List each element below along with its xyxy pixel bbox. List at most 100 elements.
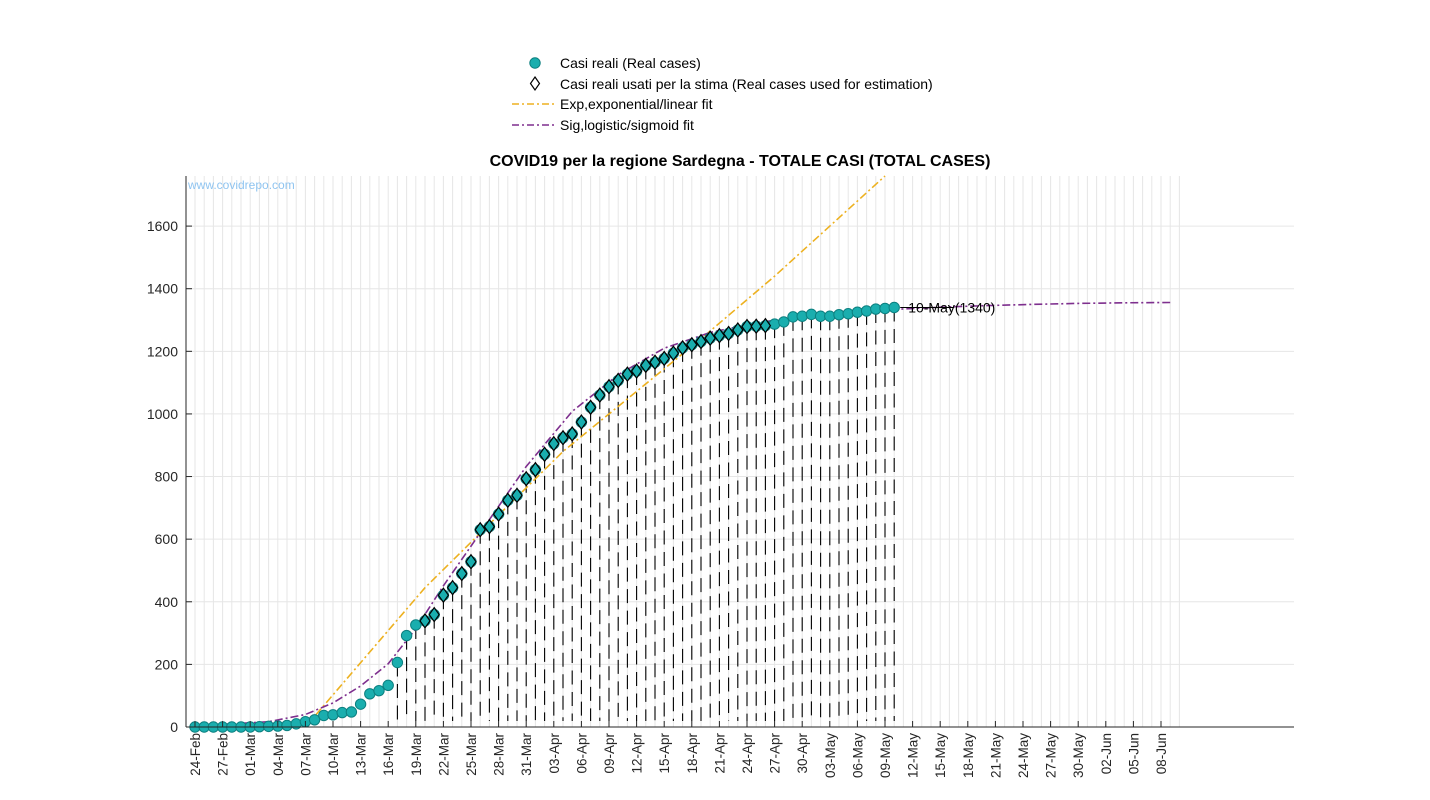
x-tick-label: 08-Jun — [1154, 733, 1169, 774]
exp-fit-line — [304, 175, 886, 728]
x-tick-label: 13-Mar — [354, 733, 369, 776]
plot-background — [186, 176, 1294, 727]
watermark: www.covidrepo.com — [187, 178, 295, 192]
real-case-point — [888, 301, 900, 314]
plot-area: 10-May(1340) 0 200 400 600 800 1000 1200 1400 16… — [147, 175, 1294, 778]
x-tick-label: 31-Mar — [519, 733, 534, 776]
estimation-point — [511, 487, 523, 504]
estimation-point — [667, 345, 680, 362]
x-tick-label: 24-May — [1016, 733, 1031, 778]
real-case-point — [327, 709, 339, 721]
x-tick-label: 30-May — [1071, 733, 1086, 778]
estimation-point — [538, 446, 551, 463]
real-case-point — [778, 316, 790, 328]
x-tick-label: 04-Mar — [271, 733, 286, 776]
estimation-stems — [396, 307, 895, 721]
y-tick-label: 200 — [155, 656, 179, 672]
estimation-point — [594, 387, 606, 404]
y-tick-label: 800 — [155, 469, 179, 485]
real-case-point — [824, 310, 836, 322]
y-tick-label: 1000 — [147, 406, 178, 422]
estimation-point — [492, 506, 505, 523]
legend-label-exp-fit: Exp,exponential/linear fit — [560, 96, 713, 112]
chart-title: COVID19 per la regione Sardegna - TOTALE… — [490, 153, 991, 170]
x-tick-label: 22-Mar — [436, 733, 451, 776]
real-case-point — [290, 718, 302, 730]
x-axis-ticks: 24-Feb 27-Feb 01-Mar 04-Mar 07-Mar 10-Mar 13-M… — [188, 721, 1169, 778]
estimation-point — [750, 318, 762, 335]
real-case-point — [373, 684, 385, 697]
legend-label-estimation-cases: Casi reali usati per la stima (Real case… — [560, 76, 933, 92]
estimation-point — [456, 565, 468, 582]
estimation-point — [732, 321, 744, 339]
estimation-point — [557, 429, 569, 446]
x-tick-label: 27-May — [1044, 733, 1059, 778]
estimation-point — [704, 330, 716, 347]
estimation-point — [566, 425, 578, 443]
legend-marker-estimation-cases-icon — [529, 75, 541, 92]
estimation-point — [419, 612, 431, 629]
real-case-point — [860, 305, 873, 317]
legend-marker-real-cases-icon — [529, 57, 541, 69]
estimation-point — [695, 333, 707, 350]
estimation-point — [446, 579, 459, 596]
x-tick-label: 18-May — [961, 733, 976, 778]
x-tick-label: 01-Mar — [243, 733, 258, 776]
real-case-point — [400, 629, 413, 642]
x-tick-label: 06-Apr — [574, 733, 589, 774]
last-value-annotation: 10-May(1340) — [900, 299, 995, 315]
legend-label-sig-fit: Sig,logistic/sigmoid fit — [560, 117, 694, 133]
real-case-point — [410, 619, 422, 631]
estimation-point — [686, 336, 698, 353]
estimation-point — [428, 606, 440, 623]
x-tick-label: 16-Mar — [381, 733, 396, 776]
real-case-point — [796, 310, 808, 322]
x-tick-label: 09-Apr — [602, 733, 617, 774]
x-tick-label: 25-Mar — [464, 733, 479, 776]
x-tick-label: 19-Mar — [409, 733, 424, 776]
x-tick-label: 21-May — [988, 733, 1003, 778]
legend-label-real-cases: Casi reali (Real cases) — [560, 55, 701, 71]
x-tick-label: 30-Apr — [795, 733, 810, 774]
estimation-point — [520, 470, 532, 487]
real-case-point — [345, 706, 358, 718]
y-tick-label: 0 — [170, 719, 178, 735]
estimation-point — [649, 354, 661, 371]
x-tick-label: 07-Mar — [298, 733, 313, 776]
estimation-point — [548, 435, 560, 452]
y-axis-ticks: 0 200 400 600 800 1000 1200 1400 1600 — [147, 218, 192, 735]
real-case-point — [391, 656, 404, 669]
estimation-point — [575, 414, 588, 431]
real-case-point — [354, 698, 367, 710]
estimation-point — [630, 363, 643, 380]
legend: Casi reali (Real cases) Casi reali usati… — [512, 55, 933, 133]
estimation-point — [759, 317, 772, 334]
x-tick-label: 15-Apr — [657, 733, 672, 774]
x-tick-label: 15-May — [933, 733, 948, 778]
x-tick-label: 03-May — [823, 733, 838, 778]
y-tick-label: 1600 — [147, 218, 178, 234]
x-tick-label: 06-May — [850, 733, 865, 778]
estimation-point — [612, 372, 624, 389]
x-tick-label: 02-Jun — [1099, 733, 1114, 774]
estimation-point — [437, 587, 450, 604]
y-tick-label: 400 — [155, 594, 179, 610]
x-tick-label: 05-Jun — [1126, 733, 1141, 774]
x-tick-label: 09-May — [878, 733, 893, 778]
real-case-point — [805, 308, 818, 321]
real-case-point — [768, 318, 781, 330]
estimation-point — [474, 521, 486, 538]
estimation-point — [465, 553, 477, 570]
estimation-point — [502, 492, 514, 509]
x-tick-label: 10-Mar — [326, 733, 341, 776]
estimation-point — [621, 366, 634, 383]
y-tick-label: 1200 — [147, 343, 178, 359]
estimation-point — [741, 318, 753, 335]
estimation-point — [603, 378, 615, 395]
x-tick-label: 24-Feb — [188, 733, 203, 776]
x-tick-label: 18-Apr — [685, 733, 700, 774]
estimation-point — [713, 327, 726, 344]
real-case-point — [281, 719, 293, 732]
x-tick-label: 12-Apr — [630, 733, 645, 774]
